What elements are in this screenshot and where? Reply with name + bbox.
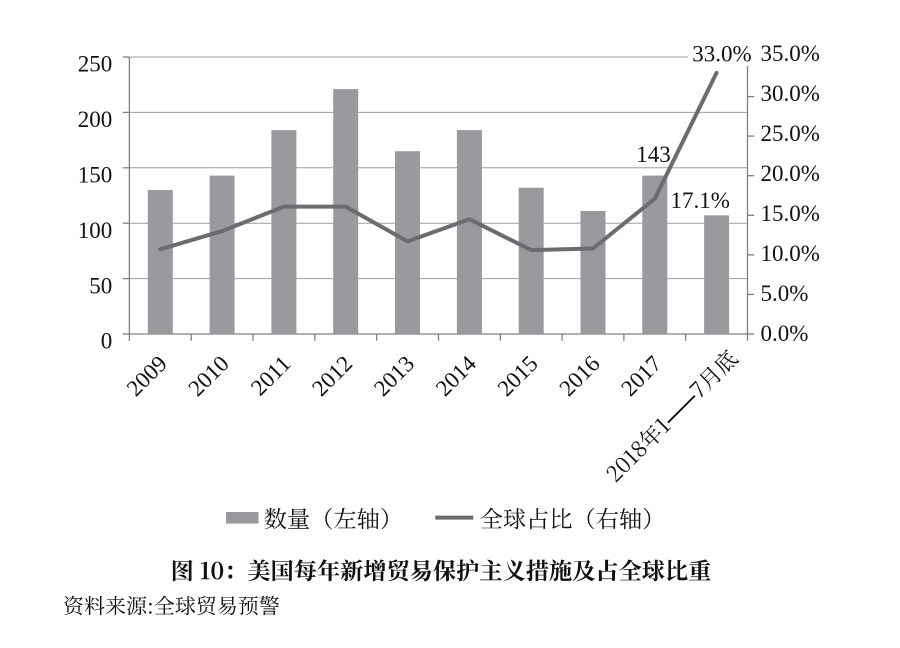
svg-text:0.0%: 0.0% (761, 321, 809, 346)
svg-text:10.0%: 10.0% (761, 241, 820, 266)
svg-text:17.1%: 17.1% (670, 188, 729, 213)
svg-text:5.0%: 5.0% (761, 281, 809, 306)
svg-text:20.0%: 20.0% (761, 161, 820, 186)
svg-text:100: 100 (78, 218, 113, 243)
svg-text:25.0%: 25.0% (761, 121, 820, 146)
svg-text:250: 250 (78, 52, 113, 77)
svg-text:15.0%: 15.0% (761, 201, 820, 226)
svg-text:143: 143 (636, 142, 671, 167)
svg-text:33.0%: 33.0% (692, 42, 751, 67)
svg-text:200: 200 (78, 107, 113, 132)
svg-text:30.0%: 30.0% (761, 81, 820, 106)
svg-text:150: 150 (78, 163, 113, 188)
svg-text:0: 0 (101, 329, 113, 354)
svg-text:50: 50 (89, 273, 112, 298)
svg-text:35.0%: 35.0% (761, 41, 820, 66)
